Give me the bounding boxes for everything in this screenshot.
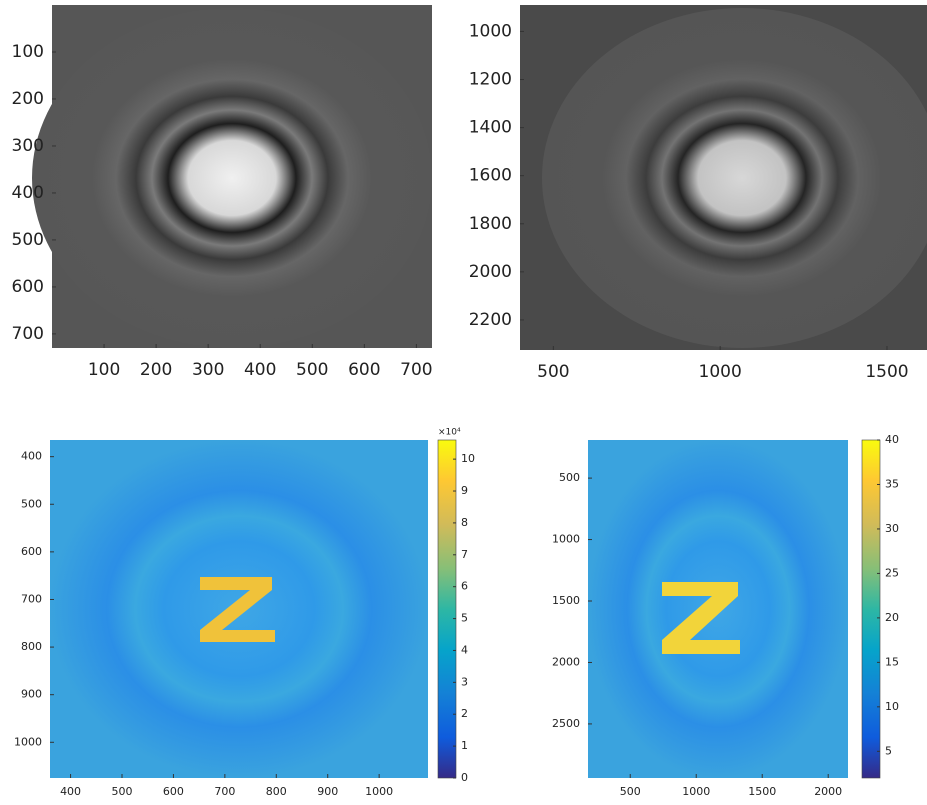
y-tick-label: 600 (21, 545, 42, 558)
y-tick-label: 2200 (469, 310, 512, 330)
y-tick-label: 900 (21, 688, 42, 701)
y-tick-label: 600 (12, 277, 44, 297)
x-tick-label: 500 (112, 785, 133, 798)
x-tick-label: 300 (192, 360, 224, 380)
colorbar-tick-label: 1 (461, 739, 468, 752)
colorbar-tick-label: 35 (885, 477, 899, 490)
x-tick-label: 900 (317, 785, 338, 798)
y-tick-label: 1400 (469, 118, 512, 138)
y-tick-label: 2500 (552, 717, 580, 730)
x-tick-label: 400 (244, 360, 276, 380)
colorbar-tick-label: 0 (461, 771, 468, 784)
y-tick-label: 1000 (469, 21, 512, 41)
colorbar-tick-label: 5 (885, 744, 892, 757)
x-tick-label: 200 (140, 360, 172, 380)
x-tick-label: 1000 (699, 362, 742, 382)
y-tick-label: 700 (21, 592, 42, 605)
colorbar-tick-label: 7 (461, 548, 468, 561)
y-tick-label: 300 (12, 136, 44, 156)
colorbar-tick-label: 20 (885, 611, 899, 624)
image-pattern (32, 8, 432, 348)
y-tick-label: 400 (21, 450, 42, 463)
y-tick-label: 1500 (552, 594, 580, 607)
y-tick-label: 500 (12, 230, 44, 250)
y-tick-label: 200 (12, 89, 44, 109)
y-tick-label: 400 (12, 183, 44, 203)
colorbar-tick-label: 4 (461, 643, 468, 656)
y-tick-label: 1800 (469, 214, 512, 234)
colorbar-tick-label: 30 (885, 522, 899, 535)
colorbar-tick-label: 3 (461, 675, 468, 688)
x-tick-label: 600 (163, 785, 184, 798)
colorbar-tick-label: 9 (461, 484, 468, 497)
colorbar (861, 439, 881, 779)
x-tick-label: 500 (620, 785, 641, 798)
x-tick-label: 1000 (682, 785, 710, 798)
colorbar-tick-label: 2 (461, 707, 468, 720)
y-tick-label: 1000 (14, 735, 42, 748)
colorbar-tick-label: 8 (461, 516, 468, 529)
y-tick-label: 500 (559, 471, 580, 484)
y-tick-label: 2000 (469, 262, 512, 282)
image-z-shape (200, 577, 275, 642)
x-tick-label: 500 (537, 362, 569, 382)
x-tick-label: 400 (60, 785, 81, 798)
colorbar-tick-label: 10 (885, 700, 899, 713)
x-tick-label: 1500 (748, 785, 776, 798)
image-pattern (542, 8, 927, 348)
y-tick-label: 1200 (469, 70, 512, 90)
y-tick-label: 1600 (469, 166, 512, 186)
x-tick-label: 800 (266, 785, 287, 798)
image-z-shape (662, 582, 740, 654)
y-tick-label: 2000 (552, 655, 580, 668)
colorbar-tick-label: 15 (885, 655, 899, 668)
colorbar-tick-label: 10 (461, 452, 475, 465)
colorbar-tick-label: 6 (461, 580, 468, 593)
x-tick-label: 600 (348, 360, 380, 380)
x-tick-label: 500 (296, 360, 328, 380)
y-tick-label: 1000 (552, 533, 580, 546)
x-tick-label: 700 (214, 785, 235, 798)
colorbar-tick-label: 25 (885, 566, 899, 579)
x-tick-label: 700 (400, 360, 432, 380)
x-tick-label: 1500 (865, 362, 908, 382)
y-tick-label: 100 (12, 42, 44, 62)
colorbar-tick-label: 5 (461, 612, 468, 625)
y-tick-label: 800 (21, 640, 42, 653)
x-tick-label: 2000 (814, 785, 842, 798)
y-tick-label: 700 (12, 324, 44, 344)
colorbar (437, 439, 457, 779)
colorbar-label: ×10⁴ (438, 428, 461, 438)
colorbar-tick-label: 40 (885, 433, 899, 446)
x-tick-label: 1000 (365, 785, 393, 798)
y-tick-label: 500 (21, 497, 42, 510)
x-tick-label: 100 (88, 360, 120, 380)
